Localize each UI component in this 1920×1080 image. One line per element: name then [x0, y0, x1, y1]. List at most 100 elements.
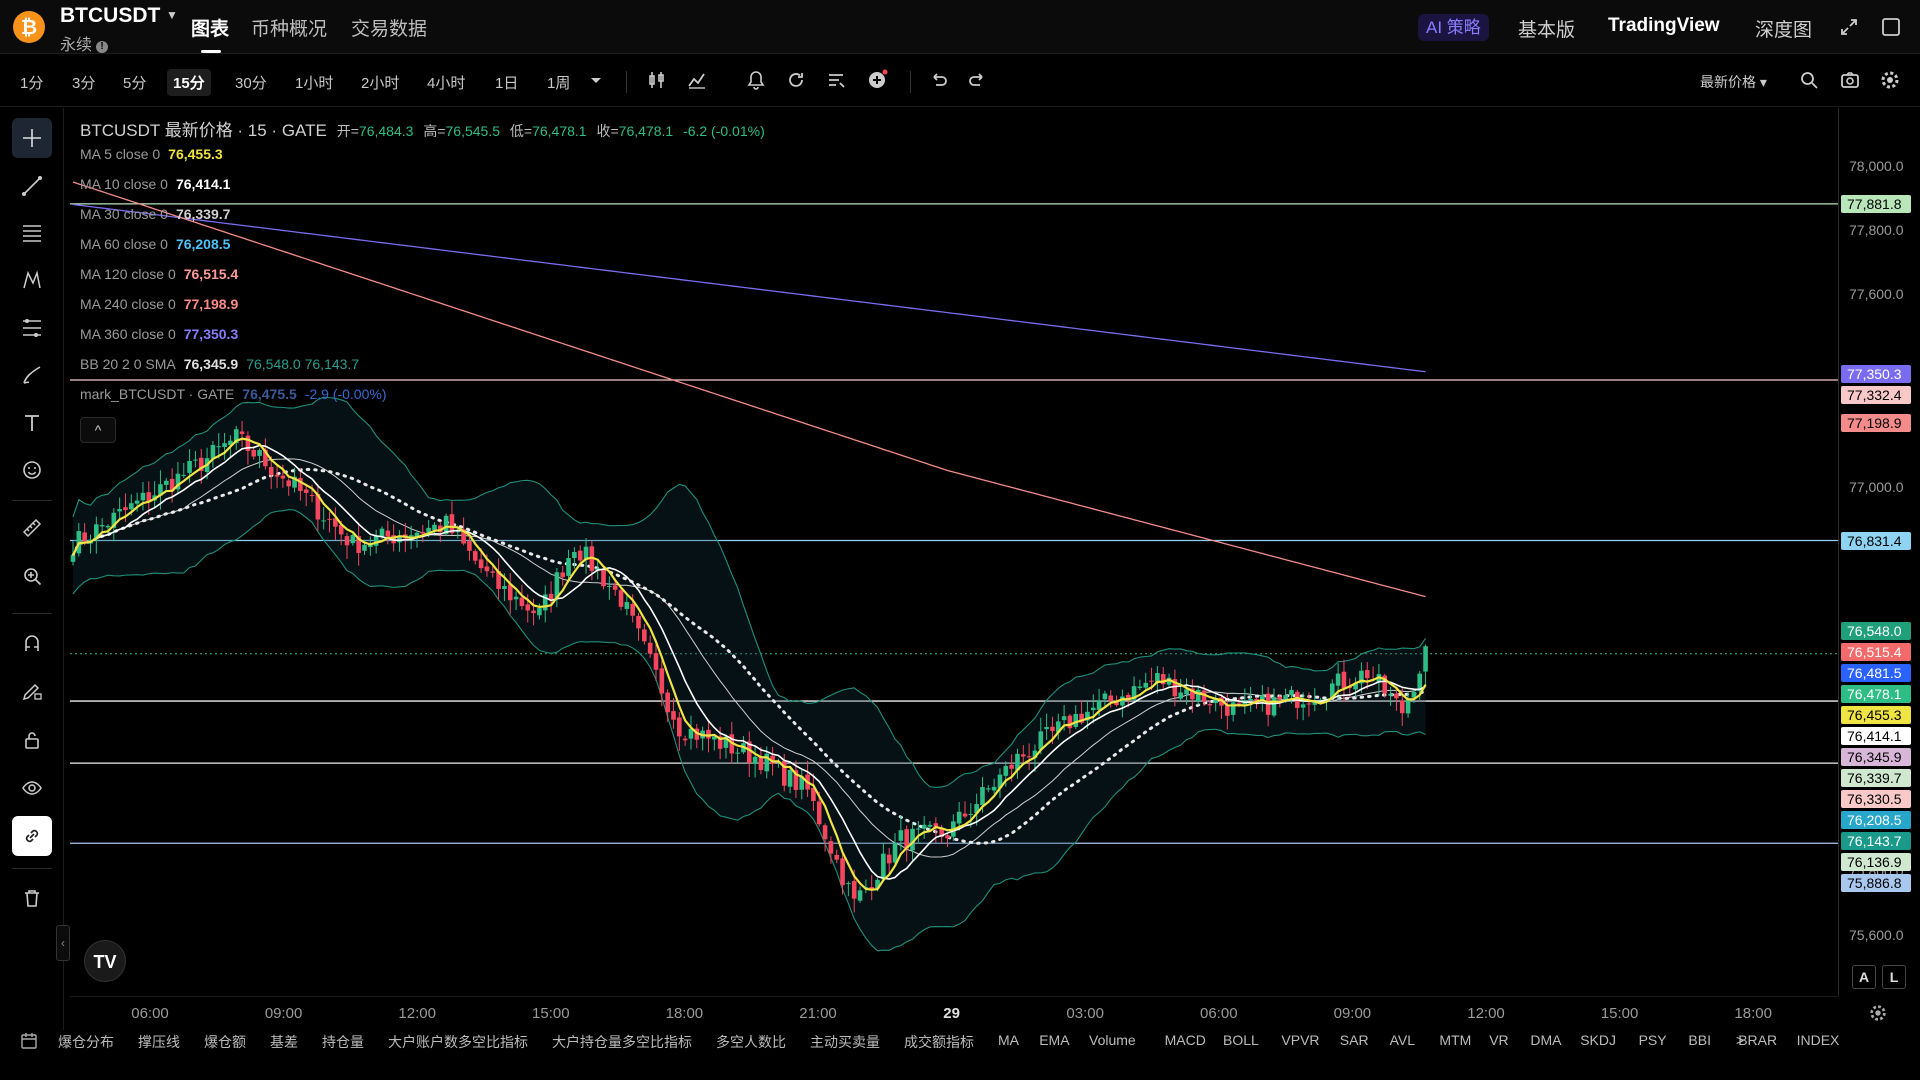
lock-tool[interactable]: [12, 720, 52, 760]
horizontal-lines-tool[interactable]: [12, 213, 52, 253]
zoom-tool[interactable]: [12, 556, 52, 596]
indicator-item[interactable]: VPVR: [1281, 1032, 1320, 1048]
ruler-tool[interactable]: [12, 508, 52, 548]
price-axis[interactable]: 78,000.0 77,800.0 77,600.0 77,000.0 75,800.0…: [1838, 108, 1920, 996]
indicator-row[interactable]: MA 30 close 0 76,339.7: [80, 206, 230, 222]
indicator-item[interactable]: MTM: [1439, 1032, 1472, 1048]
delete-tool[interactable]: [12, 878, 52, 918]
tab-coin-overview[interactable]: 币种概况: [251, 19, 328, 40]
indicator-item[interactable]: INDEX: [1796, 1032, 1840, 1048]
pattern-tool[interactable]: [12, 260, 52, 300]
candlestick-chart-canvas[interactable]: [70, 108, 1838, 996]
redo-icon[interactable]: [967, 69, 989, 91]
tab-depth[interactable]: 深度图: [1755, 20, 1813, 41]
camera-icon[interactable]: [1839, 69, 1861, 91]
price-tag: 76,478.1: [1841, 685, 1911, 704]
indicator-row[interactable]: mark_BTCUSDT · GATE 76,475.5 -2.9 (-0.00%): [80, 386, 386, 402]
indicator-row[interactable]: BB 20 2 0 SMA 76,345.9 76,548.0 76,143.7: [80, 356, 359, 372]
indicator-item[interactable]: 爆仓分布: [58, 1034, 114, 1050]
timeframe-30m[interactable]: 30分: [235, 75, 267, 92]
timeframe-dropdown-icon[interactable]: [585, 69, 607, 91]
indicator-item[interactable]: 持仓量: [322, 1034, 364, 1050]
indicator-row[interactable]: MA 10 close 0 76,414.1: [80, 176, 230, 192]
indicator-item[interactable]: PSY: [1638, 1032, 1667, 1048]
crosshair-tool[interactable]: [12, 118, 52, 158]
indicator-item[interactable]: 基差: [270, 1034, 298, 1050]
brush-tool[interactable]: [12, 355, 52, 395]
price-chart[interactable]: [70, 108, 1838, 996]
calendar-icon[interactable]: [20, 1032, 38, 1050]
add-icon[interactable]: [866, 69, 888, 91]
magnet-tool[interactable]: [12, 623, 52, 663]
collapse-sidebar-handle[interactable]: ‹: [56, 925, 70, 961]
alert-icon[interactable]: [745, 69, 767, 91]
indicator-item[interactable]: 大户账户数多空比指标: [388, 1034, 528, 1050]
indicator-item[interactable]: EMA: [1039, 1032, 1070, 1048]
indicator-item[interactable]: Volume: [1089, 1032, 1136, 1048]
visibility-tool[interactable]: [12, 768, 52, 808]
timeframe-4h[interactable]: 4小时: [427, 75, 466, 92]
gear-icon[interactable]: [1879, 69, 1901, 91]
replay-icon[interactable]: [785, 69, 807, 91]
fib-tool[interactable]: [12, 308, 52, 348]
timeframe-15m[interactable]: 15分: [167, 69, 211, 96]
info-icon[interactable]: !: [96, 41, 109, 53]
emoji-tool[interactable]: [12, 450, 52, 490]
indicator-item[interactable]: VR: [1489, 1032, 1509, 1048]
candle-body: [1061, 716, 1067, 721]
timeframe-1d[interactable]: 1日: [495, 75, 519, 92]
price-type-select[interactable]: 最新价格 ▾: [1700, 74, 1767, 90]
auto-scale-button[interactable]: A: [1852, 965, 1876, 989]
indicator-item[interactable]: MA: [998, 1032, 1019, 1048]
timeframe-1h[interactable]: 1小时: [295, 75, 334, 92]
indicator-item[interactable]: DMA: [1530, 1032, 1562, 1048]
tab-chart[interactable]: 图表: [191, 19, 230, 40]
indicator-row[interactable]: MA 240 close 0 77,198.9: [80, 296, 238, 312]
indicator-item[interactable]: SAR: [1339, 1032, 1369, 1048]
indicators-icon[interactable]: [686, 69, 708, 91]
stay-in-drawing-tool[interactable]: [12, 671, 52, 711]
candle-type-icon[interactable]: [646, 69, 668, 91]
timeframe-5m[interactable]: 5分: [123, 75, 147, 92]
indicator-row[interactable]: MA 120 close 0 76,515.4: [80, 266, 238, 282]
indicator-item[interactable]: 成交额指标: [904, 1034, 974, 1050]
symbol-selector[interactable]: BTCUSDT: [60, 4, 161, 27]
indicator-row[interactable]: MA 360 close 0 77,350.3: [80, 326, 238, 342]
indicator-item[interactable]: MACD: [1164, 1032, 1206, 1048]
collapse-legend-button[interactable]: ^: [80, 417, 116, 443]
indicator-row[interactable]: MA 60 close 0 76,208.5: [80, 236, 230, 252]
trend-line-tool[interactable]: [12, 166, 52, 206]
indicator-item[interactable]: BOLL: [1223, 1032, 1259, 1048]
templates-icon[interactable]: [825, 69, 847, 91]
ai-strategy-button[interactable]: AI 策略: [1418, 14, 1489, 41]
tab-tradingview[interactable]: TradingView: [1608, 15, 1720, 36]
chart-settings-icon[interactable]: [1868, 1003, 1888, 1023]
indicator-item[interactable]: BBI: [1688, 1032, 1711, 1048]
time-axis[interactable]: 06:00 09:00 12:00 15:00 18:00 21:00 29 03:00 06:…: [70, 996, 1838, 1030]
tab-trade-data[interactable]: 交易数据: [351, 19, 428, 40]
timeframe-2h[interactable]: 2小时: [361, 75, 400, 92]
indicator-item[interactable]: 大户持仓量多空比指标: [552, 1034, 692, 1050]
timeframe-1w[interactable]: 1周: [547, 75, 571, 92]
tradingview-logo[interactable]: TV: [84, 940, 126, 982]
timeframe-3m[interactable]: 3分: [72, 75, 96, 92]
chevron-down-icon[interactable]: ▼: [166, 8, 178, 22]
link-tool[interactable]: [12, 816, 52, 856]
indicator-item[interactable]: BRAR: [1738, 1032, 1778, 1048]
expand-icon[interactable]: [1838, 16, 1860, 38]
search-icon[interactable]: [1798, 69, 1820, 91]
indicator-item[interactable]: AVL: [1389, 1032, 1416, 1048]
timeframe-1m[interactable]: 1分: [20, 75, 44, 92]
more-indicators-button[interactable]: >: [1736, 1032, 1745, 1048]
text-tool[interactable]: [12, 403, 52, 443]
indicator-item[interactable]: 爆仓额: [204, 1034, 246, 1050]
fullscreen-icon[interactable]: [1880, 16, 1902, 38]
indicator-row[interactable]: MA 5 close 0 76,455.3: [80, 146, 223, 162]
indicator-item[interactable]: 多空人数比: [716, 1034, 786, 1050]
indicator-item[interactable]: SKDJ: [1580, 1032, 1616, 1048]
log-scale-button[interactable]: L: [1882, 965, 1906, 989]
indicator-item[interactable]: 撑压线: [138, 1034, 180, 1050]
indicator-item[interactable]: 主动买卖量: [810, 1034, 880, 1050]
undo-icon[interactable]: [927, 69, 949, 91]
tab-basic[interactable]: 基本版: [1518, 20, 1576, 41]
